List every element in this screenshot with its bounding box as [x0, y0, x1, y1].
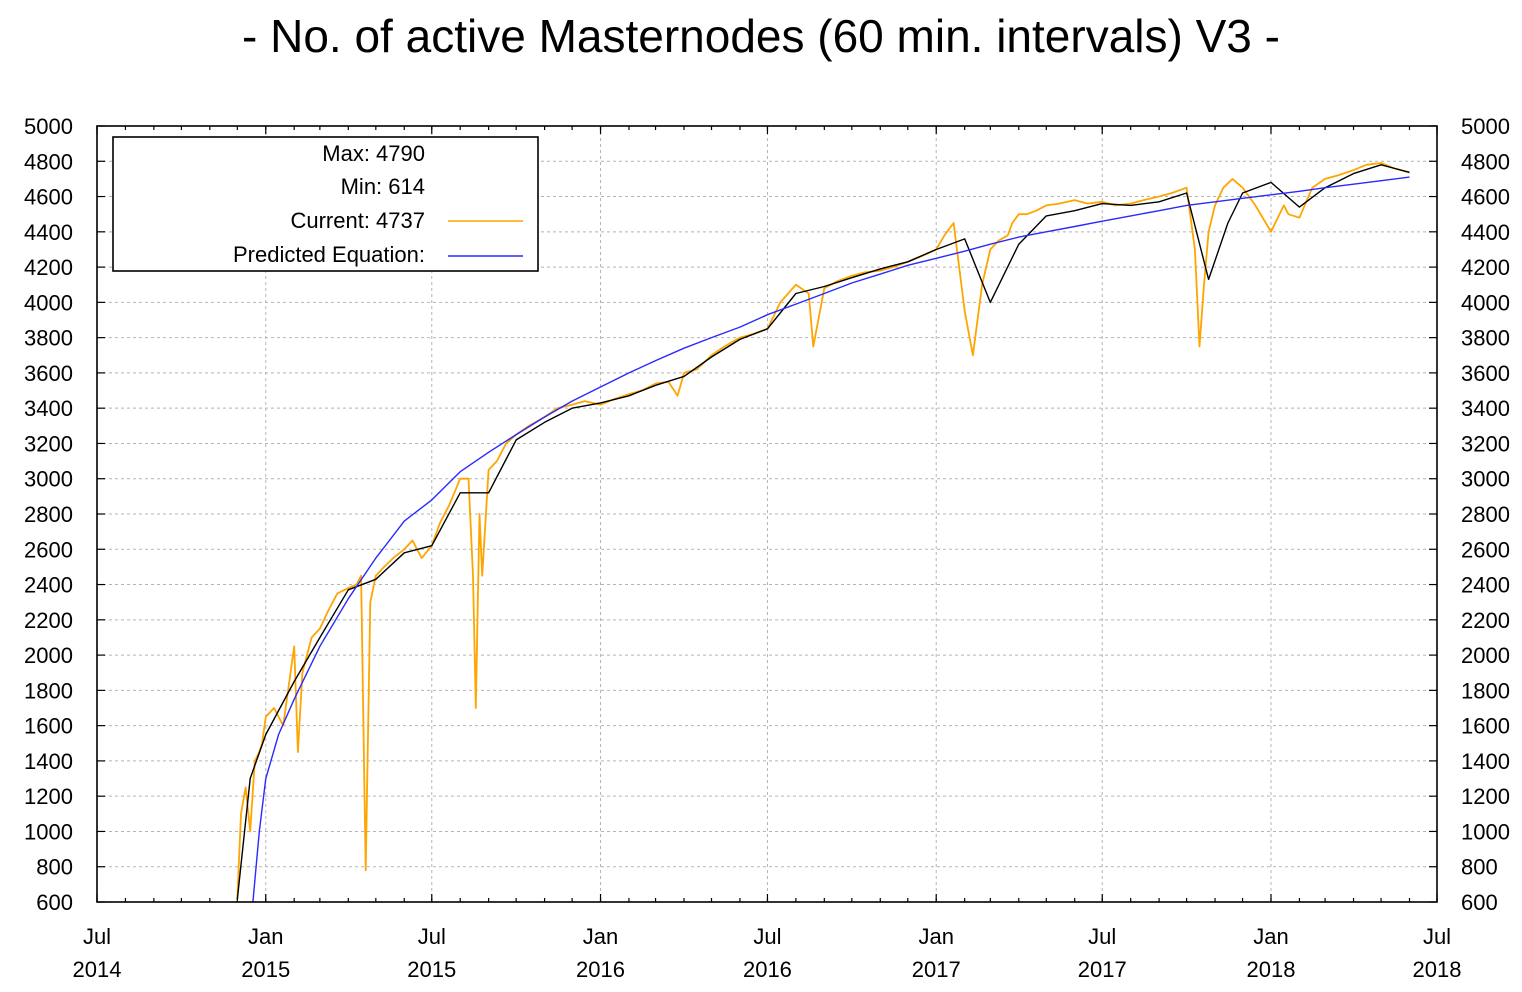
y-tick-label-left: 1600 [24, 714, 73, 739]
y-tick-label-left: 4200 [24, 255, 73, 280]
y-tick-label-right: 3200 [1461, 431, 1510, 456]
y-tick-label-left: 2000 [24, 643, 73, 668]
x-tick-label-year: 2018 [1413, 957, 1462, 982]
y-tick-label-right: 2000 [1461, 643, 1510, 668]
y-tick-label-right: 2800 [1461, 502, 1510, 527]
y-tick-label-right: 3600 [1461, 361, 1510, 386]
x-tick-label-month: Jan [1253, 924, 1288, 949]
x-tick-label-month: Jan [583, 924, 618, 949]
x-tick-label-month: Jul [1423, 924, 1451, 949]
series-layer [236, 162, 1410, 903]
x-tick-label-year: 2015 [241, 957, 290, 982]
x-tick-label-year: 2015 [407, 957, 456, 982]
y-tick-label-right: 3400 [1461, 396, 1510, 421]
legend-box [112, 136, 539, 272]
y-tick-label-left: 3600 [24, 361, 73, 386]
y-tick-label-left: 3200 [24, 431, 73, 456]
series-predicted-line [252, 176, 1410, 903]
y-tick-label-right: 4600 [1461, 185, 1510, 210]
x-tick-label-year: 2017 [1078, 957, 1127, 982]
y-tick-label-left: 4600 [24, 185, 73, 210]
y-tick-label-right: 4200 [1461, 255, 1510, 280]
x-tick-label-month: Jul [1088, 924, 1116, 949]
x-tick-label-month: Jul [753, 924, 781, 949]
y-tick-label-right: 1400 [1461, 749, 1510, 774]
y-tick-label-left: 600 [36, 890, 73, 915]
y-tick-label-right: 4000 [1461, 290, 1510, 315]
y-tick-label-left: 2600 [24, 537, 73, 562]
chart-title: - No. of active Masternodes (60 min. int… [242, 10, 1280, 62]
legend-min: Min: 614 [341, 174, 425, 199]
y-tick-label-left: 1800 [24, 678, 73, 703]
y-tick-label-right: 1200 [1461, 784, 1510, 809]
y-tick-label-right: 4400 [1461, 220, 1510, 245]
y-tick-label-left: 4000 [24, 290, 73, 315]
y-tick-label-left: 2400 [24, 573, 73, 598]
y-tick-label-right: 600 [1461, 890, 1498, 915]
y-tick-label-right: 1600 [1461, 714, 1510, 739]
y-tick-label-left: 800 [36, 855, 73, 880]
x-tick-label-month: Jul [83, 924, 111, 949]
y-tick-label-right: 4800 [1461, 149, 1510, 174]
y-tick-label-left: 2200 [24, 608, 73, 633]
y-tick-label-right: 800 [1461, 855, 1498, 880]
y-tick-label-left: 3000 [24, 467, 73, 492]
legend: Max: 4790 Min: 614 Current: 4737 Predict… [112, 136, 539, 272]
x-tick-label-year: 2014 [73, 957, 122, 982]
x-tick-label-year: 2016 [743, 957, 792, 982]
x-tick-label-month: Jan [248, 924, 283, 949]
y-tick-label-left: 4400 [24, 220, 73, 245]
y-tick-label-left: 3400 [24, 396, 73, 421]
y-tick-label-left: 5000 [24, 114, 73, 139]
y-tick-label-left: 1400 [24, 749, 73, 774]
x-tick-label-month: Jan [918, 924, 953, 949]
y-tick-label-right: 2400 [1461, 573, 1510, 598]
y-tick-label-right: 3000 [1461, 467, 1510, 492]
y-tick-label-right: 3800 [1461, 326, 1510, 351]
y-tick-label-left: 1200 [24, 784, 73, 809]
x-tick-label-year: 2017 [912, 957, 961, 982]
series-average-line [236, 164, 1410, 900]
y-tick-label-left: 1000 [24, 819, 73, 844]
tick-layer: 600 600 800 800 1000 1000 1200 1200 1400 1400 1600… [24, 114, 1510, 982]
x-tick-label-year: 2018 [1247, 957, 1296, 982]
y-tick-label-right: 1800 [1461, 678, 1510, 703]
y-tick-label-right: 2200 [1461, 608, 1510, 633]
x-tick-label-month: Jul [418, 924, 446, 949]
y-tick-label-left: 4800 [24, 149, 73, 174]
y-tick-label-right: 2600 [1461, 537, 1510, 562]
y-tick-label-left: 2800 [24, 502, 73, 527]
x-tick-label-year: 2016 [576, 957, 625, 982]
series-current-line [236, 162, 1410, 900]
y-tick-label-right: 5000 [1461, 114, 1510, 139]
legend-current: Current: 4737 [290, 208, 425, 233]
y-tick-label-right: 1000 [1461, 819, 1510, 844]
legend-max: Max: 4790 [322, 141, 425, 166]
y-tick-label-left: 3800 [24, 326, 73, 351]
legend-predicted: Predicted Equation: [233, 242, 425, 267]
